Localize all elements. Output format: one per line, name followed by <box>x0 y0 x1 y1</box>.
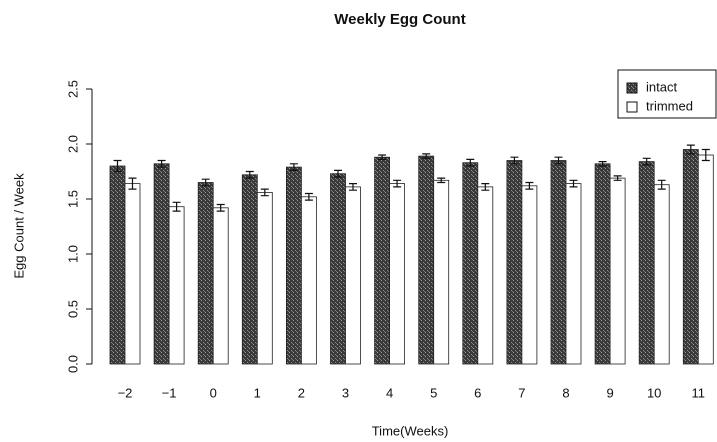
bar <box>565 183 582 365</box>
legend-label: intact <box>646 79 677 94</box>
x-tick-label: 8 <box>562 385 569 400</box>
x-tick-label: 4 <box>386 385 393 400</box>
y-tick-label: 0.0 <box>65 355 80 373</box>
x-tick-label: 10 <box>647 385 661 400</box>
bar <box>550 160 567 365</box>
x-tick-label: 1 <box>254 385 261 400</box>
error-bar <box>525 181 534 190</box>
error-bar <box>128 177 137 190</box>
y-tick-label: 2.5 <box>65 80 80 98</box>
x-tick-label: 2 <box>298 385 305 400</box>
bar <box>477 186 494 365</box>
error-bar <box>334 169 342 178</box>
bar <box>300 196 317 365</box>
error-bar <box>393 179 402 188</box>
error-bar <box>378 154 387 160</box>
bar <box>374 156 391 365</box>
legend-swatch <box>626 101 638 113</box>
bar <box>241 174 258 365</box>
error-bar <box>466 158 475 167</box>
y-tick-label: 1.0 <box>65 245 80 263</box>
bar <box>521 185 538 365</box>
bar <box>345 186 361 365</box>
bar <box>418 155 435 365</box>
x-tick-label: 3 <box>342 385 349 400</box>
error-bar <box>260 188 269 197</box>
error-bar <box>642 157 651 166</box>
y-tick-label: 0.5 <box>65 300 80 318</box>
error-bar <box>686 144 695 155</box>
x-tick-label: −2 <box>118 385 133 400</box>
legend-swatch <box>626 82 638 94</box>
error-bar <box>598 161 607 167</box>
bar <box>506 160 523 365</box>
error-bar <box>657 179 666 190</box>
x-tick-label: 9 <box>606 385 613 400</box>
chart-title: Weekly Egg Count <box>334 11 465 28</box>
x-axis-label: Time(Weeks) <box>372 423 449 438</box>
error-bar <box>289 163 298 171</box>
bar <box>433 179 450 365</box>
bar <box>256 191 273 365</box>
bar <box>124 183 141 365</box>
bar <box>212 207 229 365</box>
y-tick-label: 2.0 <box>65 135 80 153</box>
error-bar <box>157 159 166 168</box>
error-bar <box>201 178 210 187</box>
bar <box>462 162 479 365</box>
x-tick-label: 6 <box>474 385 481 400</box>
error-bar <box>481 183 490 191</box>
error-bar <box>554 156 563 165</box>
bar <box>638 161 655 365</box>
y-tick-label: 1.5 <box>65 190 80 208</box>
error-bar <box>113 159 122 173</box>
error-bar <box>701 148 710 162</box>
y-axis-label: Egg Count / Week <box>11 173 26 279</box>
bar <box>594 163 611 365</box>
bar <box>389 183 406 365</box>
x-tick-label: 7 <box>518 385 525 400</box>
error-bar <box>510 156 519 165</box>
legend-label: trimmed <box>646 98 693 113</box>
error-bar <box>569 179 578 188</box>
bar <box>153 163 170 365</box>
error-bar <box>245 170 254 179</box>
bar <box>285 166 302 365</box>
error-bar <box>216 203 225 212</box>
bar <box>697 154 714 365</box>
error-bar <box>613 175 622 181</box>
bar <box>197 182 214 365</box>
x-tick-label: −1 <box>162 385 177 400</box>
bar <box>168 206 185 365</box>
x-tick-label: 5 <box>430 385 437 400</box>
error-bar <box>304 192 313 201</box>
x-tick-label: 0 <box>210 385 217 400</box>
bar <box>653 184 670 365</box>
bar <box>682 149 699 365</box>
error-bar <box>422 153 431 159</box>
error-bar <box>172 201 181 212</box>
x-tick-label: 11 <box>692 385 706 400</box>
error-bar <box>349 183 357 191</box>
bar <box>109 165 126 365</box>
bar <box>609 177 626 365</box>
error-bar <box>437 177 446 184</box>
bar <box>330 173 346 365</box>
